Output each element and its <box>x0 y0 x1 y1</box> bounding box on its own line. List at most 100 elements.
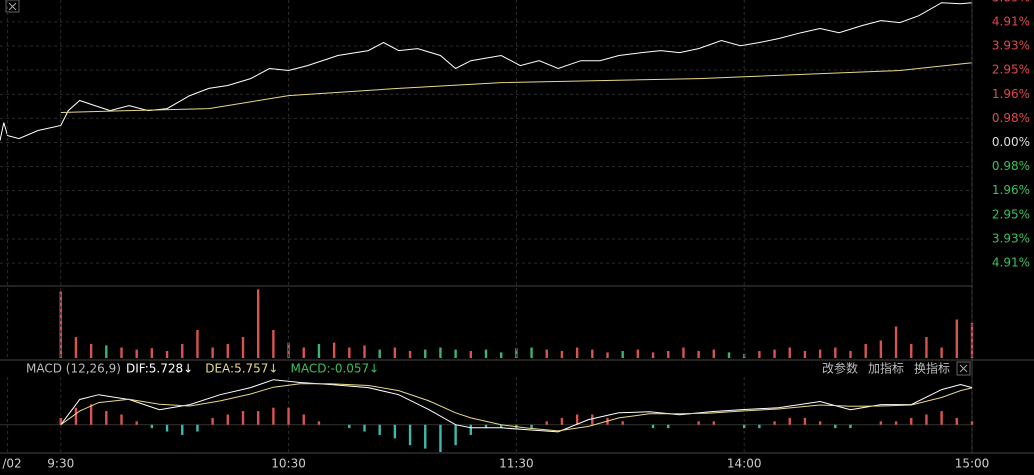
bar <box>105 411 108 425</box>
bar <box>894 421 898 425</box>
bar <box>636 349 640 358</box>
bar <box>484 349 488 358</box>
bar <box>515 348 518 358</box>
bar <box>439 347 442 358</box>
bar <box>181 424 184 435</box>
bar <box>272 407 275 425</box>
bar <box>363 424 366 432</box>
bar <box>454 424 457 446</box>
bar <box>165 424 169 432</box>
macd-close-icon[interactable] <box>956 361 971 376</box>
bar <box>74 407 78 425</box>
y-tick-label: 2.95% <box>992 63 1030 77</box>
bar <box>241 337 245 358</box>
indicator-value: MACD:-0.057↓ <box>290 362 379 376</box>
bar <box>272 330 275 358</box>
bar <box>378 424 381 435</box>
indicator-title: MACD (12,26,9) <box>26 362 121 376</box>
series-line <box>0 2 973 141</box>
series-line <box>60 383 973 432</box>
bar <box>940 411 943 425</box>
bar <box>712 421 716 425</box>
bar <box>834 347 837 358</box>
bar <box>788 347 791 358</box>
bar <box>348 347 351 358</box>
bar <box>879 421 883 425</box>
bar <box>196 424 199 432</box>
toolbar-button[interactable]: 换指标 <box>914 361 950 376</box>
bar <box>120 347 123 358</box>
bar <box>970 421 974 425</box>
bar <box>545 421 548 425</box>
bar <box>317 421 321 425</box>
close-glyph[interactable] <box>959 364 968 373</box>
close-box[interactable] <box>5 0 20 13</box>
close-box[interactable] <box>956 361 971 376</box>
bar <box>530 347 533 358</box>
bar <box>925 337 928 358</box>
bar <box>287 407 290 425</box>
x-tick-label: 9:30 <box>47 457 74 471</box>
bar <box>560 417 564 425</box>
bar <box>758 424 761 429</box>
bar <box>424 424 427 449</box>
bar <box>317 344 321 358</box>
y-tick-label: 3.93% <box>992 232 1030 246</box>
bar <box>667 424 670 429</box>
toolbar-button[interactable]: 加指标 <box>868 361 904 376</box>
bar <box>499 352 503 358</box>
y-tick-label: 4.91% <box>992 14 1030 28</box>
bar <box>469 424 473 435</box>
bar <box>74 337 78 358</box>
bar <box>120 414 123 425</box>
bar <box>727 352 731 358</box>
bar <box>970 323 974 358</box>
bar <box>454 349 457 358</box>
bar <box>469 351 473 358</box>
bar <box>484 424 488 429</box>
bar <box>803 417 807 425</box>
bar <box>393 347 397 358</box>
bar <box>651 352 655 358</box>
y-tick-label: 5.89% <box>992 0 1030 4</box>
bar <box>211 417 214 425</box>
bar <box>530 424 533 429</box>
series-line <box>60 379 973 433</box>
bar <box>818 349 822 358</box>
bar <box>226 414 230 425</box>
bar <box>575 347 579 358</box>
bar <box>910 344 913 358</box>
bar <box>575 414 579 425</box>
indicator-value: DEA:5.757↓ <box>205 362 278 376</box>
y-tick-label: 4.91% <box>992 256 1030 270</box>
bar <box>332 342 336 358</box>
toolbar-button[interactable]: 改参数 <box>822 361 858 376</box>
close-glyph[interactable] <box>8 2 17 11</box>
bar <box>89 404 93 425</box>
bar <box>226 344 230 358</box>
bar <box>135 349 138 358</box>
bar <box>697 351 700 358</box>
bar <box>408 424 412 446</box>
bar <box>545 349 548 358</box>
bar <box>849 424 852 429</box>
bar <box>910 417 913 425</box>
bar <box>758 351 761 358</box>
y-tick-label: 0.98% <box>992 111 1030 125</box>
bar <box>773 349 776 358</box>
bar <box>378 349 381 358</box>
bar <box>256 289 260 358</box>
bar <box>955 319 959 358</box>
bar <box>89 344 93 358</box>
close-icon[interactable] <box>5 0 20 13</box>
bar <box>591 414 594 425</box>
bar <box>591 349 594 358</box>
bar <box>408 351 412 358</box>
bar <box>59 417 62 425</box>
bar <box>499 424 503 429</box>
bar <box>803 351 807 358</box>
bar <box>773 421 776 425</box>
bar <box>211 347 214 358</box>
